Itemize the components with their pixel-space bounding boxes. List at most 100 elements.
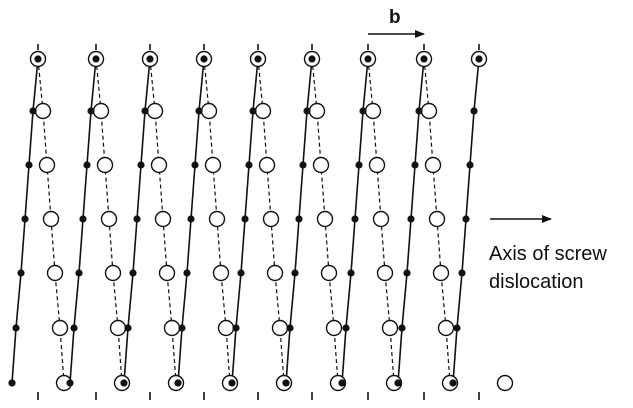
open-atom	[109, 319, 127, 337]
filled-atom	[191, 161, 199, 169]
filled-atom	[25, 161, 33, 169]
filled-atom	[12, 324, 20, 332]
filled-atom	[237, 269, 245, 277]
filled-atom	[308, 55, 316, 63]
open-atom	[258, 156, 276, 174]
open-atom	[376, 264, 394, 282]
open-atom	[308, 102, 326, 120]
open-atom	[154, 210, 172, 228]
filled-atom	[245, 161, 253, 169]
filled-atom	[449, 379, 457, 387]
filled-atom	[282, 379, 290, 387]
filled-atom	[347, 269, 355, 277]
open-atom	[51, 319, 69, 337]
open-atom-layer	[29, 50, 514, 392]
filled-atom	[338, 379, 346, 387]
filled-atom	[462, 215, 470, 223]
open-atom	[496, 374, 514, 392]
filled-atom	[232, 324, 240, 332]
open-atom	[200, 102, 218, 120]
filled-atom	[29, 107, 37, 115]
open-atom	[208, 210, 226, 228]
filled-atom	[66, 379, 74, 387]
filled-atom	[249, 107, 257, 115]
filled-atom	[420, 55, 428, 63]
filled-atom	[70, 324, 78, 332]
filled-atom	[403, 269, 411, 277]
filled-atom	[458, 269, 466, 277]
open-atom	[320, 264, 338, 282]
open-atom	[42, 210, 60, 228]
filled-atom	[398, 324, 406, 332]
open-atom	[163, 319, 181, 337]
open-atom	[437, 319, 455, 337]
filled-atom	[453, 324, 461, 332]
open-atom	[158, 264, 176, 282]
filled-atom	[254, 55, 262, 63]
open-atom	[34, 102, 52, 120]
filled-atom	[92, 55, 100, 63]
open-atom	[368, 156, 386, 174]
filled-atom	[187, 215, 195, 223]
filled-atom	[120, 379, 128, 387]
open-atom	[420, 102, 438, 120]
filled-atom	[8, 379, 16, 387]
filled-atom	[466, 161, 474, 169]
open-atom	[262, 210, 280, 228]
filled-atom	[83, 161, 91, 169]
filled-atom	[470, 107, 478, 115]
filled-atom	[146, 55, 154, 63]
open-atom	[316, 210, 334, 228]
open-atom	[381, 319, 399, 337]
filled-atom-layer	[8, 55, 483, 387]
filled-atom	[303, 107, 311, 115]
open-atom	[92, 102, 110, 120]
filled-atom	[295, 215, 303, 223]
filled-atom	[141, 107, 149, 115]
filled-atom	[79, 215, 87, 223]
filled-atom	[228, 379, 236, 387]
filled-atom	[299, 161, 307, 169]
filled-atom	[351, 215, 359, 223]
open-atom	[217, 319, 235, 337]
filled-atom	[407, 215, 415, 223]
open-atom	[424, 156, 442, 174]
filled-atom	[200, 55, 208, 63]
open-atom	[38, 156, 56, 174]
filled-atom	[394, 379, 402, 387]
open-atom	[372, 210, 390, 228]
filled-atom	[133, 215, 141, 223]
open-atom	[212, 264, 230, 282]
filled-atom	[183, 269, 191, 277]
filled-atom	[415, 107, 423, 115]
open-atom	[100, 210, 118, 228]
open-atom	[96, 156, 114, 174]
open-atom	[204, 156, 222, 174]
open-atom	[46, 264, 64, 282]
open-atom	[271, 319, 289, 337]
filled-atom	[364, 55, 372, 63]
open-atom	[325, 319, 343, 337]
burgers-vector-label: b	[389, 7, 401, 28]
filled-atom	[355, 161, 363, 169]
axis-label-line-1: Axis of screw	[489, 243, 607, 265]
open-atom	[266, 264, 284, 282]
open-atom	[428, 210, 446, 228]
open-atom	[146, 102, 164, 120]
filled-atom	[87, 107, 95, 115]
filled-atom	[17, 269, 25, 277]
filled-atom	[411, 161, 419, 169]
open-atom	[364, 102, 382, 120]
filled-atom	[75, 269, 83, 277]
filled-atom	[129, 269, 137, 277]
filled-atom	[286, 324, 294, 332]
filled-atom	[359, 107, 367, 115]
open-atom	[254, 102, 272, 120]
filled-atom	[241, 215, 249, 223]
filled-atom	[178, 324, 186, 332]
filled-atom	[195, 107, 203, 115]
filled-atom	[34, 55, 42, 63]
open-atom	[104, 264, 122, 282]
filled-atom	[21, 215, 29, 223]
